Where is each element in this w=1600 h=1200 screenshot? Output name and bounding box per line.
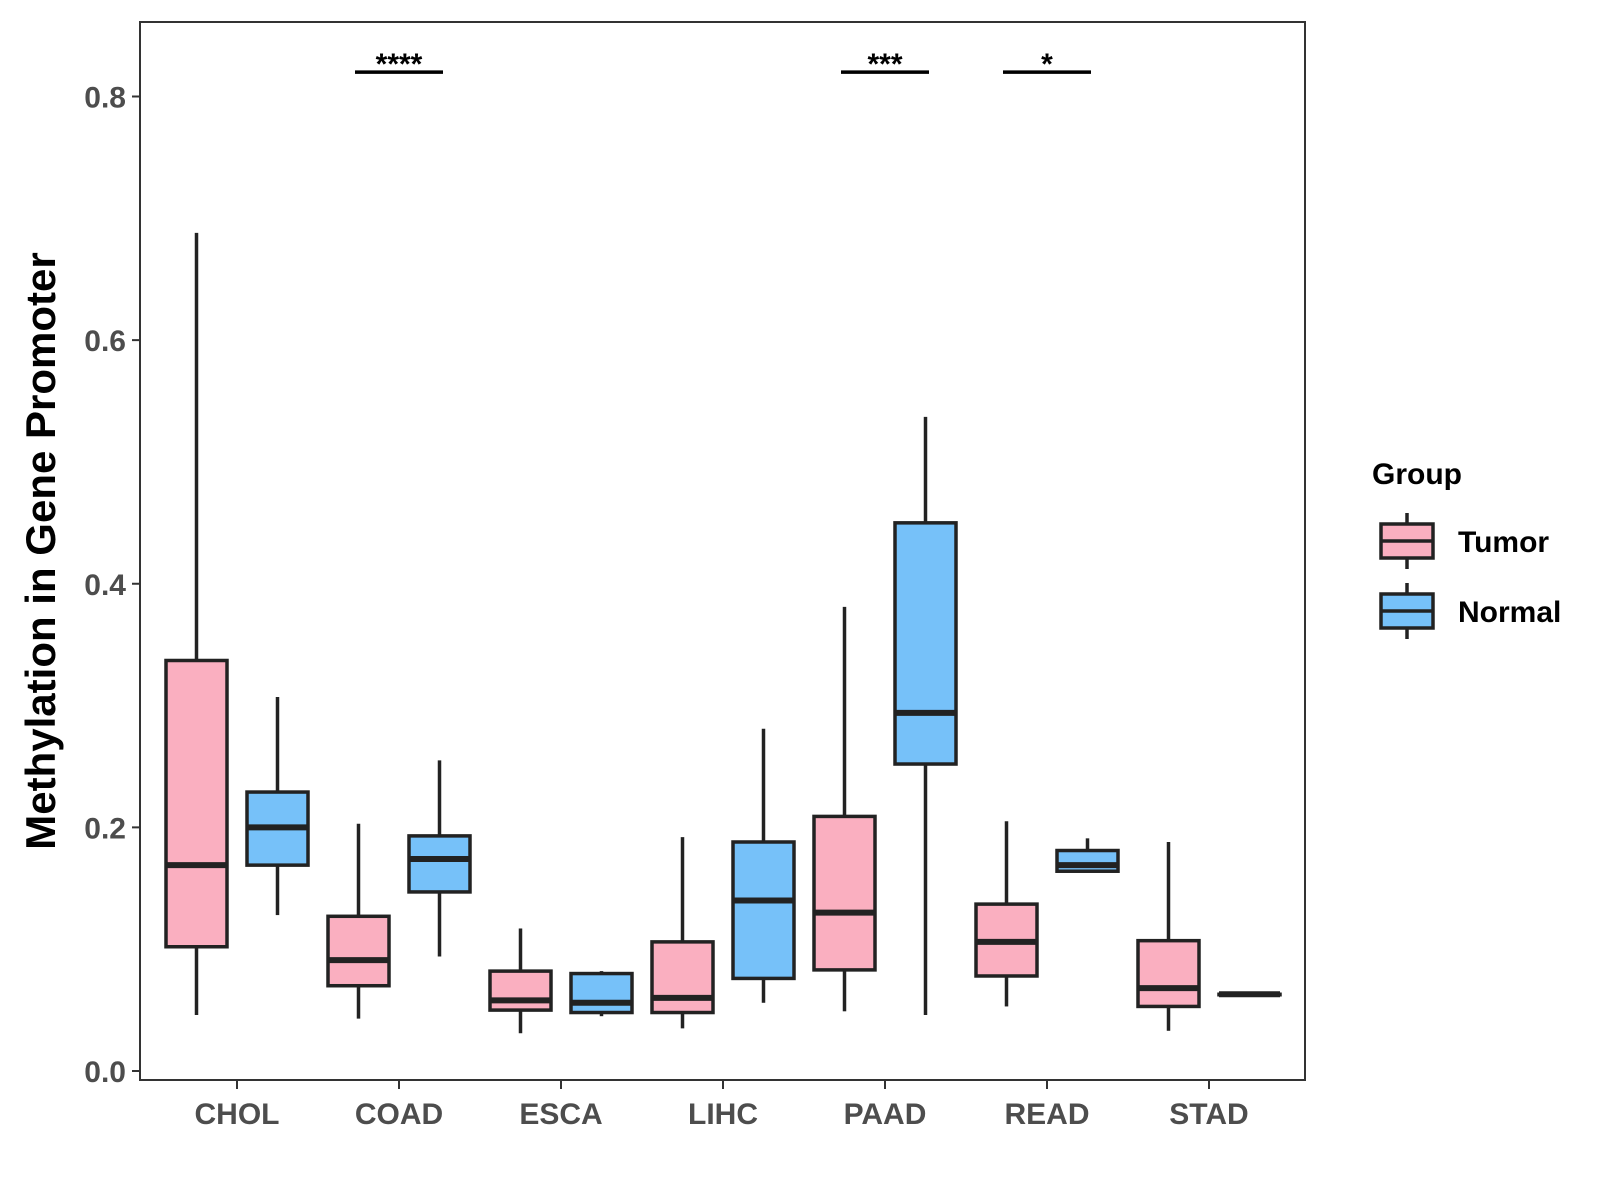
box-tumor-stad — [1136, 841, 1201, 1031]
significance-label: *** — [867, 48, 902, 81]
x-tick-label-read: READ — [1004, 1098, 1089, 1131]
box-normal-lihc — [731, 728, 796, 1003]
significance-paad: *** — [841, 48, 929, 81]
significance-annotations: **** *** * — [355, 48, 1091, 81]
box-body — [326, 914, 391, 988]
x-tick-label-coad: COAD — [355, 1098, 443, 1131]
box-tumor-esca — [488, 928, 553, 1034]
panel-background — [139, 21, 1306, 1081]
significance-label: * — [1041, 48, 1053, 81]
legend-title: Group — [1372, 458, 1462, 491]
x-tick-label-chol: CHOL — [195, 1098, 280, 1131]
x-tick-label-paad: PAAD — [844, 1098, 927, 1131]
legend: Group Tumor Normal — [1372, 458, 1561, 639]
box-body — [650, 940, 715, 1015]
box-tumor-coad — [326, 823, 391, 1019]
box-body — [488, 969, 553, 1012]
legend-label: Normal — [1458, 596, 1561, 629]
significance-coad: **** — [355, 48, 443, 81]
y-tick-label: 0.8 — [84, 82, 126, 115]
box-body — [569, 971, 634, 1015]
x-tick-label-lihc: LIHC — [688, 1098, 758, 1131]
box-normal-coad — [407, 760, 472, 957]
box-tumor-chol — [164, 232, 229, 1015]
box-tumor-lihc — [650, 837, 715, 1029]
legend-item-normal: Normal — [1379, 583, 1561, 639]
y-axis: 0.0 0.2 0.4 0.6 0.8 — [84, 82, 140, 1089]
box-tumor-paad — [812, 606, 877, 1012]
significance-label: **** — [376, 48, 423, 81]
x-tick-label-stad: STAD — [1169, 1098, 1248, 1131]
box-body — [731, 840, 796, 981]
box-body — [164, 658, 229, 949]
y-axis-title: Methylation in Gene Promoter — [17, 252, 64, 849]
box-normal-esca — [569, 971, 634, 1017]
box-body — [407, 834, 472, 894]
box-normal-read — [1055, 838, 1120, 873]
y-tick-label: 0.6 — [84, 325, 126, 358]
y-tick-label: 0.2 — [84, 812, 126, 845]
box-body — [893, 521, 958, 766]
box-normal-stad — [1217, 991, 1282, 998]
legend-label: Tumor — [1458, 526, 1549, 559]
box-body — [812, 814, 877, 972]
box-body — [1136, 938, 1201, 1009]
significance-read: * — [1003, 48, 1091, 81]
x-axis: CHOL COAD ESCA LIHC PAAD READ STAD — [195, 1080, 1249, 1131]
box-normal-paad — [893, 416, 958, 1015]
y-tick-label: 0.4 — [84, 569, 126, 602]
legend-item-tumor: Tumor — [1379, 513, 1549, 569]
box-tumor-read — [974, 821, 1039, 1007]
box-normal-chol — [245, 697, 310, 916]
box-group — [164, 232, 1282, 1034]
x-tick-label-esca: ESCA — [519, 1098, 602, 1131]
y-tick-label: 0.0 — [84, 1056, 126, 1089]
